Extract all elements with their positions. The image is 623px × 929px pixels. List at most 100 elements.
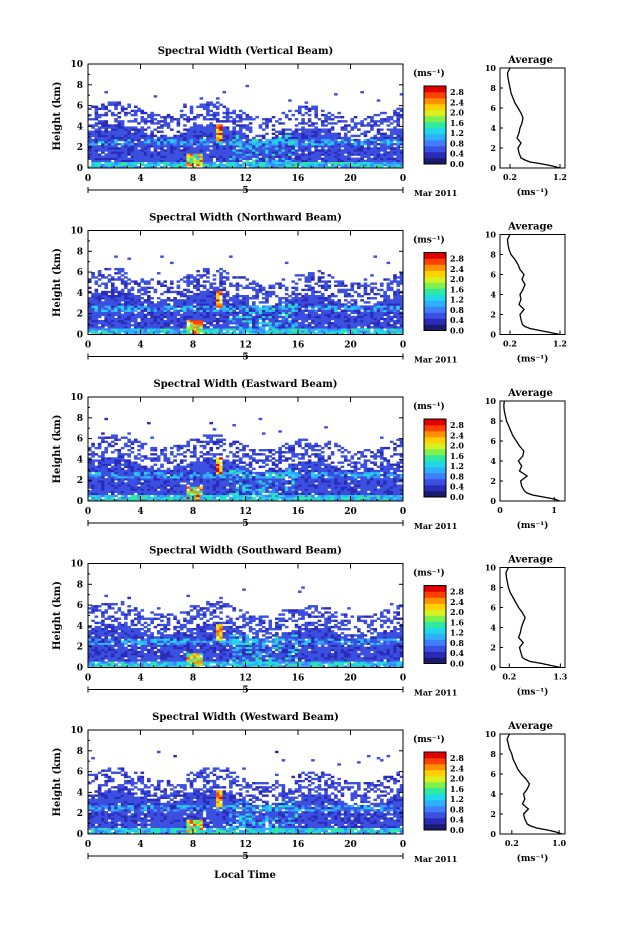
heatmap-cell [101, 498, 105, 502]
heatmap-cell [376, 328, 381, 331]
heatmap-cell [170, 490, 174, 493]
heatmap-cell [278, 147, 282, 150]
heatmap-cell [104, 292, 108, 296]
heatmap-cell [150, 140, 154, 144]
heatmap-cell [399, 272, 404, 275]
heatmap-cell [380, 282, 384, 285]
heatmap-cell [268, 159, 273, 163]
heatmap-cell [110, 132, 115, 136]
heatmap-cell [311, 286, 315, 290]
heatmap-cell [212, 105, 217, 108]
heatmap-cell [176, 469, 181, 473]
heatmap-cell [275, 309, 279, 312]
heatmap-cell [114, 161, 118, 165]
heatmap-cell [350, 143, 355, 146]
heatmap-cell [294, 326, 299, 329]
heatmap-cell [124, 276, 128, 279]
heatmap-cell [124, 126, 128, 129]
heatmap-cell [170, 299, 174, 302]
heatmap-cell [317, 153, 322, 156]
heatmap-cell [229, 309, 233, 312]
heatmap-cell [271, 332, 276, 335]
heatmap-cell [281, 332, 286, 335]
heatmap-cell [222, 301, 227, 304]
heatmap-cell [261, 145, 266, 148]
heatmap-cell [88, 280, 92, 283]
heatmap-cell [202, 332, 207, 335]
heatmap-cell [104, 305, 108, 308]
heatmap-cell [278, 309, 282, 312]
heatmap-cell [209, 136, 213, 140]
heatmap-cell [219, 267, 223, 271]
colorbar-tick-label: 1.6 [450, 284, 464, 294]
heatmap-cell [268, 155, 273, 158]
heatmap-cell [235, 149, 240, 152]
heatmap-cell [160, 255, 164, 258]
heatmap-cell [314, 317, 318, 321]
heatmap-cell [199, 103, 204, 106]
heatmap-cell [110, 480, 115, 483]
heatmap-cell [360, 124, 364, 127]
heatmap-cell [110, 113, 115, 117]
heatmap-cell [91, 492, 95, 496]
heatmap-cell [147, 155, 151, 158]
heatmap-cell [117, 311, 122, 314]
heatmap-cell [150, 459, 154, 462]
heatmap-cell [209, 290, 213, 294]
heatmap-cell [137, 463, 141, 466]
heatmap-cell [94, 498, 99, 502]
heatmap-cell [163, 124, 168, 127]
heatmap-cell [97, 476, 102, 479]
heatmap-cell [91, 294, 95, 298]
heatmap-cell [130, 301, 135, 304]
heatmap-cell [235, 143, 240, 146]
heatmap-cell [104, 124, 108, 127]
avg-title: Average [507, 222, 553, 233]
heatmap-cell [140, 280, 145, 283]
avg-frame [499, 234, 566, 335]
heatmap-cell [334, 149, 338, 152]
heatmap-cell [235, 145, 240, 148]
heatmap-cell [396, 157, 401, 160]
heatmap-cell [314, 315, 318, 319]
panel-title: Spectral Width (Northward Beam) [149, 213, 342, 224]
heatmap-cell [127, 134, 131, 138]
heatmap-cell [291, 326, 296, 329]
heatmap-cell [261, 118, 266, 121]
heatmap-cell [163, 165, 168, 169]
heatmap-cell [363, 147, 368, 150]
heatmap-cell [229, 111, 233, 115]
heatmap-cell [222, 276, 227, 279]
heatmap-cell [196, 130, 200, 133]
heatmap-cell [186, 120, 191, 123]
heatmap-cell [350, 126, 355, 129]
heatmap-cell [94, 143, 99, 146]
heatmap-cell [101, 163, 105, 167]
heatmap-cell [163, 303, 168, 306]
heatmap-cell [330, 163, 335, 167]
heatmap-cell [163, 453, 168, 456]
heatmap-cell [124, 322, 128, 325]
heatmap-cell [291, 153, 296, 156]
heatmap-cell [91, 153, 95, 156]
heatmap-cell [212, 149, 217, 152]
heatmap-cell [117, 498, 122, 502]
heatmap-cell [117, 488, 122, 491]
heatmap-cell [117, 165, 122, 169]
heatmap-cell [120, 130, 125, 133]
heatmap-cell [104, 165, 108, 169]
heatmap-cell [150, 143, 154, 146]
heatmap-cell [298, 109, 302, 113]
heatmap-cell [117, 453, 122, 456]
heatmap-cell [238, 134, 243, 138]
heatmap-cell [110, 498, 115, 502]
heatmap-cell [173, 482, 177, 485]
heatmap-cell [143, 286, 148, 290]
colorbar-swatch [424, 300, 446, 307]
heatmap-cell [294, 317, 299, 321]
heatmap-cell [170, 145, 174, 148]
heatmap-cell [380, 307, 384, 310]
heatmap-cell [114, 484, 118, 487]
heatmap-cell [222, 120, 227, 123]
heatmap-cell [206, 105, 210, 108]
